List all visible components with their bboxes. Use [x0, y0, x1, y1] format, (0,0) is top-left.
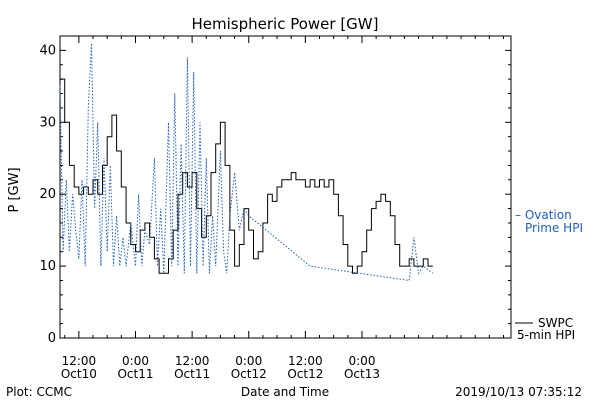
series-swpc-line [60, 78, 433, 274]
y-tick-label: 0 [48, 331, 56, 346]
legend-swpc-line2: 5-min HPI [517, 328, 575, 342]
x-tick-label-date: Oct12 [287, 367, 323, 381]
chart-title: Hemispheric Power [GW] [192, 15, 379, 33]
x-axis-ticks: 12:00Oct100:00Oct1112:00Oct110:00Oct1212… [61, 36, 505, 381]
legend-swpc: SWPC 5-min HPI [515, 316, 575, 342]
x-tick-label-date: Oct12 [231, 367, 267, 381]
x-tick-label-time: 12:00 [175, 354, 210, 368]
x-tick-label-date: Oct11 [117, 367, 153, 381]
series-layer [59, 43, 434, 282]
x-tick-label-time: 0:00 [235, 354, 262, 368]
footer-timestamp: 2019/10/13 07:35:12 [455, 385, 582, 399]
x-tick-label-date: Oct13 [344, 367, 380, 381]
x-axis-label: Date and Time [241, 385, 329, 399]
legend-swpc-line1: SWPC [538, 316, 573, 330]
x-tick-label-time: 0:00 [122, 354, 149, 368]
legend-ovation: – Ovation Prime HPI [515, 208, 583, 235]
x-tick-label-time: 12:00 [62, 354, 97, 368]
series-ovation-line [59, 43, 434, 282]
x-tick-label-time: 12:00 [288, 354, 323, 368]
x-tick-label-time: 0:00 [349, 354, 376, 368]
y-axis-ticks: 0 10 20 30 40 [39, 43, 511, 346]
y-tick-label: 30 [39, 115, 56, 130]
legend-ovation-line2: Prime HPI [525, 221, 583, 235]
x-tick-label-date: Oct11 [174, 367, 210, 381]
plot-frame [59, 35, 512, 339]
y-tick-label: 40 [39, 43, 56, 58]
y-axis-label: P [GW] [7, 167, 22, 212]
legend-ovation-line1: – Ovation [515, 208, 572, 222]
footer-plot-credit: Plot: CCMC [6, 385, 72, 399]
y-tick-label: 10 [39, 259, 56, 274]
x-tick-label-date: Oct10 [61, 367, 97, 381]
y-tick-label: 20 [39, 187, 56, 202]
